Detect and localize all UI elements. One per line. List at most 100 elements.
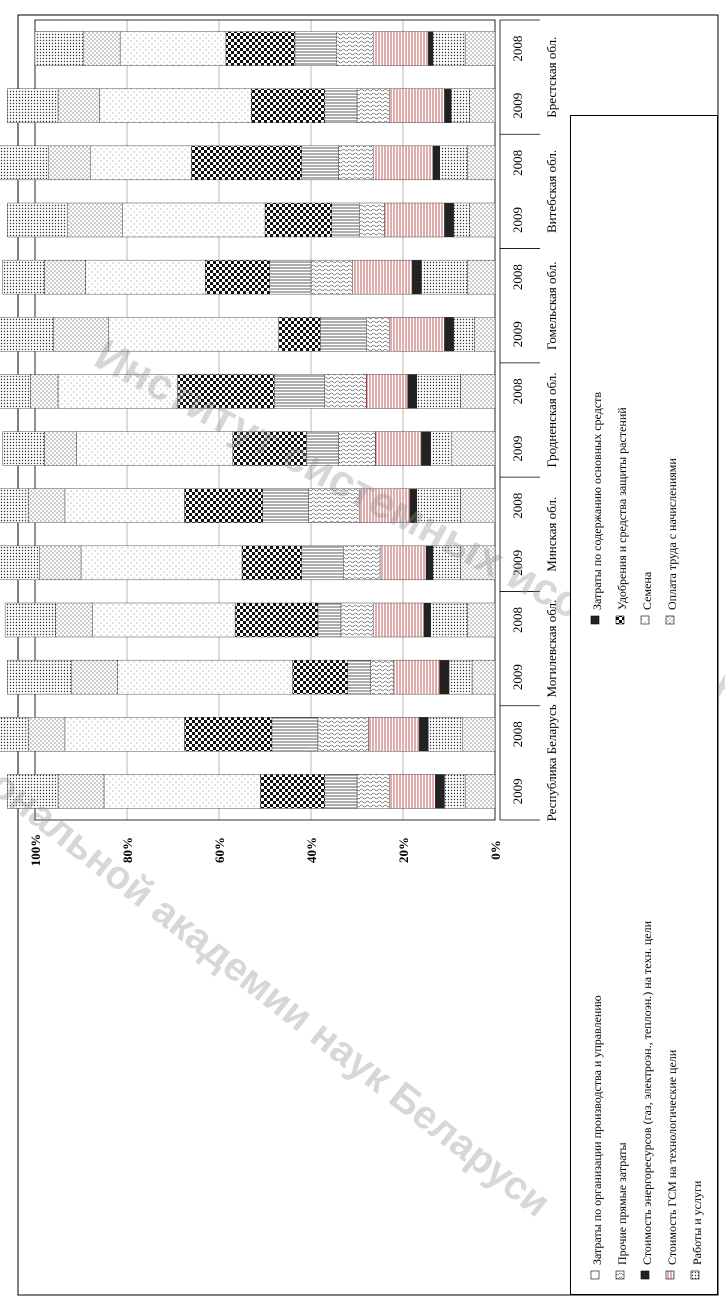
bar-segment xyxy=(66,202,123,238)
bar-segment xyxy=(356,774,390,809)
bar-segment xyxy=(451,88,470,123)
region-label: Витебская обл. xyxy=(544,150,559,233)
bar-segment xyxy=(416,488,461,523)
legend-label: Стоимость энергоресурсов (газ, электроэн… xyxy=(640,920,654,1265)
bar-segment xyxy=(271,717,319,752)
bar-segment xyxy=(27,717,66,752)
bar-segment xyxy=(108,317,279,352)
bar-segment xyxy=(444,774,466,809)
legend-label: Удобрения и средства защиты растений xyxy=(615,407,629,610)
bar-segment xyxy=(368,717,420,752)
legend-swatch xyxy=(590,615,600,625)
bar-segment xyxy=(99,88,252,123)
bar-segment xyxy=(292,659,349,695)
bar-segment xyxy=(55,602,93,638)
bar-segment xyxy=(274,374,326,409)
legend-label: Оплата труда с начислениями xyxy=(665,458,679,610)
bar-segment xyxy=(324,88,358,123)
bar-segment xyxy=(462,717,496,752)
bar-segment xyxy=(30,374,59,409)
bar-segment xyxy=(379,545,427,581)
bar-segment xyxy=(57,774,105,809)
bar-segment xyxy=(4,602,56,638)
category-label: 2008 xyxy=(510,150,525,176)
bar-segment xyxy=(184,488,263,523)
bar-segment xyxy=(264,202,332,238)
bar-segment xyxy=(389,317,445,352)
bar-segment xyxy=(444,88,452,123)
bar-segment xyxy=(359,488,411,523)
bar-segment xyxy=(225,31,296,66)
legend-swatch xyxy=(665,1270,675,1280)
bar-segment xyxy=(122,202,266,238)
bar-segment xyxy=(432,545,461,581)
bar-segment xyxy=(324,774,358,809)
bar-segment xyxy=(444,317,454,352)
bar-segment xyxy=(343,545,381,581)
bar-segment xyxy=(320,317,367,352)
legend-swatch xyxy=(690,1270,700,1280)
bar-segment xyxy=(474,317,496,352)
bar-segment xyxy=(44,259,86,295)
legend-label: Стоимость ГСМ на технологические цели xyxy=(665,1049,679,1265)
bar-segment xyxy=(7,202,68,238)
category-label: 2009 xyxy=(510,436,525,462)
bar-segment xyxy=(324,374,367,409)
bar-segment xyxy=(467,145,496,181)
bar-segment xyxy=(439,659,450,695)
category-label: 2009 xyxy=(510,207,525,233)
bar-segment xyxy=(416,374,461,409)
bar-segment xyxy=(464,31,496,66)
category-label: 2008 xyxy=(510,721,525,747)
bar-segment xyxy=(7,774,59,809)
bar-segment xyxy=(409,488,417,523)
legend-swatch xyxy=(640,615,650,625)
y-tick-label: 0% xyxy=(488,840,503,860)
bar-segment xyxy=(278,317,321,352)
bar-segment xyxy=(471,659,496,695)
bar-segment xyxy=(310,259,353,295)
bar-segment xyxy=(423,602,431,638)
category-label: 2009 xyxy=(510,321,525,347)
bar-segment xyxy=(469,202,496,238)
bar-segment xyxy=(352,259,413,295)
bar-segment xyxy=(448,659,473,695)
legend-swatch xyxy=(590,1270,600,1280)
legend-label: Семена xyxy=(640,571,654,610)
bar-segment xyxy=(421,259,468,295)
y-tick-label: 60% xyxy=(212,837,227,863)
bar-segment xyxy=(85,259,206,295)
plot-area xyxy=(0,14,719,1296)
bar-segment xyxy=(262,488,309,523)
bar-segment xyxy=(241,545,302,581)
bar-segment xyxy=(53,317,109,352)
bar-segment xyxy=(301,145,339,181)
bar-segment xyxy=(301,545,344,581)
bar-segment xyxy=(347,659,371,695)
legend: Затраты по организации производства и уп… xyxy=(570,115,718,1295)
bar-segment xyxy=(103,774,261,809)
legend-swatch xyxy=(615,615,625,625)
bar-segment xyxy=(250,88,325,123)
bar-segment xyxy=(338,431,376,466)
bar-segment xyxy=(119,31,227,66)
region-label: Республика Беларусь xyxy=(544,704,559,821)
category-label: 2008 xyxy=(510,493,525,519)
region-label: Брестская обл. xyxy=(544,37,559,118)
plot-border xyxy=(34,19,496,821)
bar-segment xyxy=(453,317,475,352)
bar-segment xyxy=(439,145,468,181)
bar-segment xyxy=(340,602,374,638)
bar-segment xyxy=(234,602,319,638)
bar-segment xyxy=(421,431,431,466)
bar-segment xyxy=(418,717,429,752)
bar-segment xyxy=(0,717,29,752)
category-label: 2009 xyxy=(510,93,525,119)
bar-segment xyxy=(48,145,91,181)
axis-group: 0% 20% 40% 60% 80% 100% 2008 2009 2008 2009 2008 20… xyxy=(28,19,559,866)
bar-segment xyxy=(89,145,192,181)
bar-segment xyxy=(39,545,82,581)
legend-swatch xyxy=(640,1270,650,1280)
bar-segment xyxy=(2,259,45,295)
region-label: Гомельская обл. xyxy=(544,261,559,349)
